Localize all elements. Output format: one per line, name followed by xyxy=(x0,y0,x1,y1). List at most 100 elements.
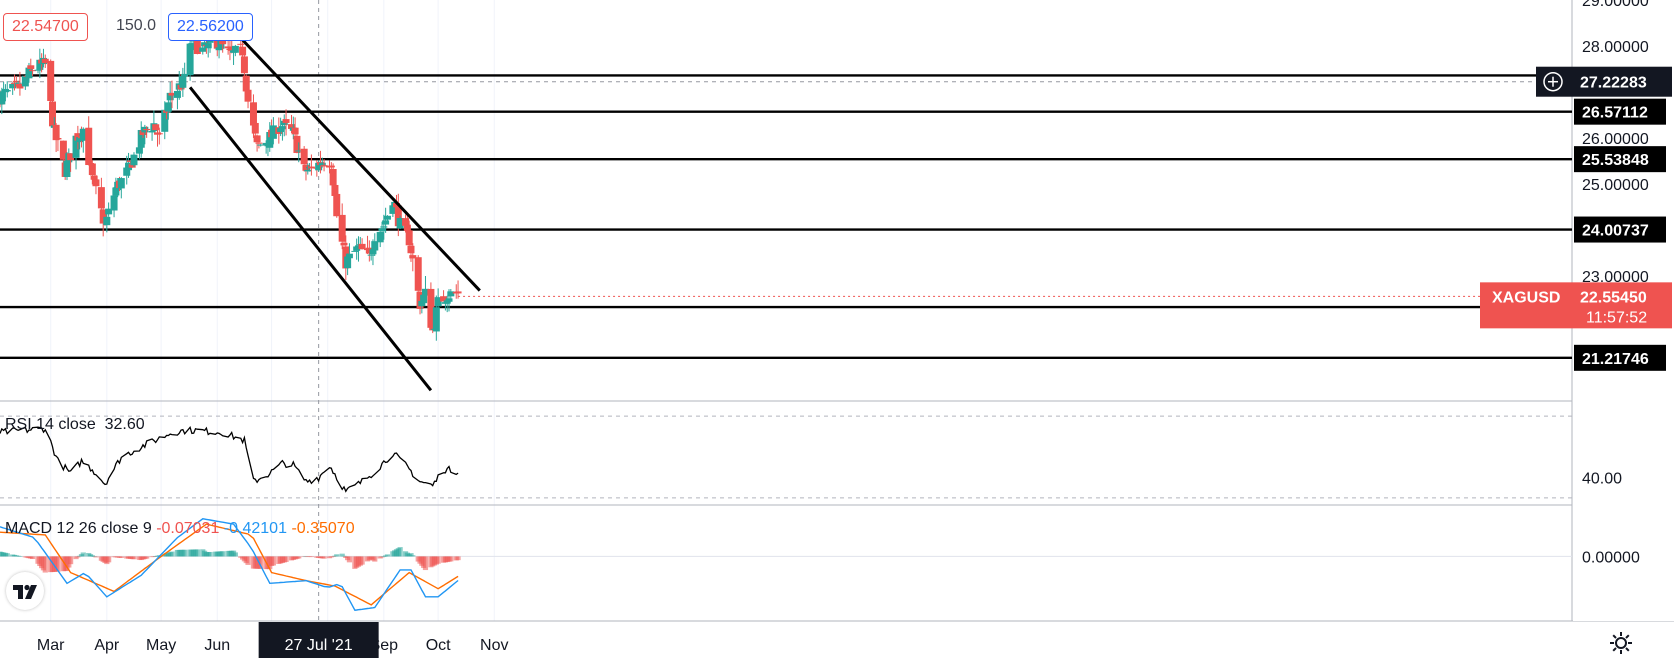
macd-histogram-bar xyxy=(346,556,353,563)
level-price-label-text: 21.21746 xyxy=(1582,351,1649,368)
macd-histogram-bar xyxy=(118,556,124,558)
level-price-label-text: 26.57112 xyxy=(1582,105,1648,122)
ask-price-box[interactable]: 22.56200 xyxy=(168,13,253,41)
macd-histogram-bar xyxy=(341,555,347,557)
candle-body xyxy=(128,164,136,168)
candle xyxy=(269,117,277,145)
macd-histogram-bar xyxy=(359,556,365,565)
candle-body xyxy=(394,205,402,227)
macd-histogram-bar xyxy=(144,556,150,559)
candle-body xyxy=(405,230,413,246)
candle-body xyxy=(403,224,411,231)
candle xyxy=(125,152,133,178)
macd-histogram-bar xyxy=(455,556,461,561)
candle-body xyxy=(253,135,261,143)
candle-body xyxy=(318,162,326,166)
candle-body xyxy=(29,70,37,72)
macd-histogram-bar xyxy=(182,549,188,557)
candle-body xyxy=(291,127,299,135)
tradingview-logo-icon xyxy=(13,584,37,599)
candle-body xyxy=(295,150,303,152)
candle xyxy=(405,220,413,247)
price-candles xyxy=(0,28,462,341)
candle xyxy=(72,135,80,170)
symbol-label: XAGUSD xyxy=(1492,289,1560,306)
candle-body xyxy=(249,102,257,126)
candle-body xyxy=(269,125,277,139)
candle-body xyxy=(447,291,455,297)
candle-body xyxy=(99,209,107,224)
candle-body xyxy=(105,208,113,215)
date-tick-label: Nov xyxy=(480,637,508,654)
candle-body xyxy=(161,109,169,132)
candle xyxy=(49,99,57,128)
candle-body xyxy=(454,291,462,294)
level-price-label: 25.53848 xyxy=(1574,146,1666,173)
candle-body xyxy=(340,242,348,246)
macd-histogram-bar xyxy=(308,556,315,558)
settings-button[interactable] xyxy=(1606,628,1636,658)
candle xyxy=(67,153,75,172)
candle xyxy=(21,75,29,90)
date-tick-label: Mar xyxy=(37,637,65,654)
candle-body xyxy=(244,89,252,102)
gear-icon xyxy=(1610,632,1632,654)
plus-icon-circle xyxy=(1543,71,1563,92)
candle xyxy=(409,243,417,272)
candle xyxy=(199,45,207,55)
ask-price: 22.56200 xyxy=(177,18,244,35)
candle-body xyxy=(143,128,151,131)
candle-body xyxy=(344,256,352,269)
rsi-pane xyxy=(0,415,1572,499)
candle xyxy=(117,177,125,199)
candle xyxy=(354,236,362,262)
candle-body xyxy=(231,45,239,53)
candle xyxy=(396,215,404,230)
candle-body xyxy=(97,187,105,209)
candle-body xyxy=(237,43,245,45)
candle xyxy=(16,71,24,96)
candle-body xyxy=(228,47,236,51)
channel-upper-line xyxy=(232,29,481,292)
bid-price-box[interactable]: 22.54700 xyxy=(3,13,88,41)
candle xyxy=(376,230,384,248)
date-tick-label: May xyxy=(146,637,176,654)
candle-body xyxy=(240,56,248,74)
candle-body xyxy=(287,124,295,129)
macd-histogram-bar xyxy=(15,555,21,557)
candle-body xyxy=(239,46,247,56)
last-price-label: XAGUSD 22.55450 11:57:52 xyxy=(1480,282,1672,329)
candle-body xyxy=(193,40,201,55)
candle xyxy=(421,275,429,303)
candle-body xyxy=(434,297,442,307)
candle xyxy=(282,109,290,136)
candle-body xyxy=(92,179,100,187)
candle-body xyxy=(255,142,263,144)
macd-legend-hist: -0.07031 xyxy=(156,520,220,537)
candle-body xyxy=(36,59,44,70)
candle-body xyxy=(278,126,286,130)
candle-body xyxy=(10,82,18,84)
candle-body xyxy=(63,160,71,177)
candle-body xyxy=(12,80,20,83)
candle-body xyxy=(152,124,160,131)
candle xyxy=(173,86,181,110)
macd-histogram-bar xyxy=(372,556,378,562)
macd-histogram-bar xyxy=(93,556,99,558)
candle-body xyxy=(327,165,335,168)
candle-body xyxy=(277,128,285,132)
macd-histogram-bar xyxy=(321,556,327,559)
last-price-label-bg xyxy=(1480,282,1672,329)
candle xyxy=(240,50,248,77)
tradingview-logo[interactable] xyxy=(6,572,44,610)
candle-body xyxy=(392,202,400,208)
rsi-tick-label: 40.00 xyxy=(1582,470,1622,487)
candle-body xyxy=(382,220,390,225)
candle-body xyxy=(16,83,24,89)
candle xyxy=(143,126,151,138)
candle-body xyxy=(378,228,386,232)
candle xyxy=(338,203,346,250)
candle-body xyxy=(402,218,410,226)
candle-body xyxy=(266,131,274,148)
